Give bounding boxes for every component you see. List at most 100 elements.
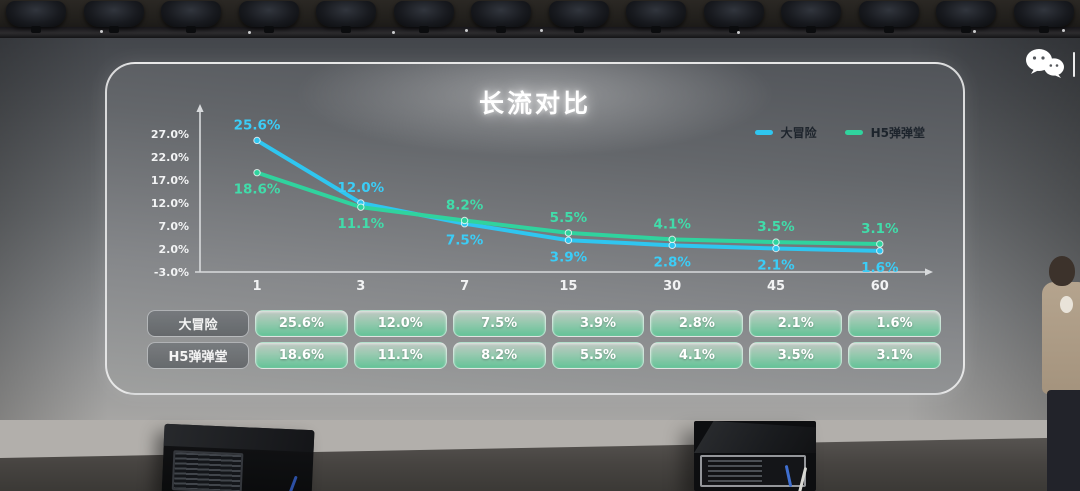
y-axis-tick: 12.0% xyxy=(151,197,189,210)
y-axis-tick: 7.0% xyxy=(158,220,189,233)
table-value-cell: 12.0% xyxy=(353,310,447,337)
data-point-label: 11.1% xyxy=(337,216,384,232)
table-row-label: 大冒险 xyxy=(147,310,249,337)
table-value-cell: 2.8% xyxy=(650,310,744,337)
stage-light-fixture xyxy=(548,1,609,27)
legend-swatch xyxy=(754,130,773,135)
retention-line-chart: 27.0% 22.0% 17.0% 12.0% 7.0% 2.0% -3.0% 1 3 7 15 30… xyxy=(151,104,933,294)
wechat-icon xyxy=(1026,49,1064,78)
data-point xyxy=(772,244,780,253)
presenter-head xyxy=(1049,256,1075,286)
data-point xyxy=(564,229,573,237)
light-glint xyxy=(465,29,468,32)
speaker-grille xyxy=(708,460,762,483)
y-axis-tick: 22.0% xyxy=(151,151,189,164)
data-point xyxy=(460,216,469,225)
speaker-top-face xyxy=(694,421,816,453)
stage-light-fixture xyxy=(781,1,841,27)
data-point-label: 8.2% xyxy=(446,197,484,213)
presenter-hand xyxy=(1060,296,1073,313)
table-value-cell: 25.6% xyxy=(255,310,348,337)
table-value-cell: 11.1% xyxy=(353,342,447,369)
speaker-grille xyxy=(171,450,244,491)
legend-swatch xyxy=(844,130,863,135)
table-row: H5弹弹堂 18.6% 11.1% 8.2% 5.5% 4.1% 3.5% 3.1% xyxy=(147,342,942,369)
presenter-legs xyxy=(1047,390,1080,491)
x-axis-tick: 45 xyxy=(767,279,785,294)
x-axis-tick: 1 xyxy=(252,279,261,294)
y-axis-tick: -3.0% xyxy=(154,266,189,279)
data-point xyxy=(772,238,780,246)
data-point xyxy=(668,235,676,244)
table-value-cell: 4.1% xyxy=(650,342,744,369)
data-point-label: 3.1% xyxy=(861,221,899,237)
data-point xyxy=(253,136,261,145)
stage-light-fixture xyxy=(1013,1,1074,27)
data-point-label: 2.1% xyxy=(757,258,795,274)
data-point xyxy=(564,236,573,244)
table-row: 大冒险 25.6% 12.0% 7.5% 3.9% 2.8% 2.1% 1.6% xyxy=(147,310,942,337)
table-value-cell: 7.5% xyxy=(452,310,546,337)
presenter xyxy=(1040,256,1080,491)
stage-light-fixture xyxy=(626,1,686,27)
light-glint xyxy=(973,30,976,33)
data-point-label: 3.9% xyxy=(550,249,588,265)
data-point-label: 2.8% xyxy=(653,254,691,270)
data-point xyxy=(357,203,365,211)
stage-light-fixture xyxy=(83,1,144,27)
data-point-label: 5.5% xyxy=(550,210,588,226)
table-value-cell: 3.5% xyxy=(749,342,843,369)
light-glint xyxy=(392,31,395,34)
table-row-label: H5弹弹堂 xyxy=(147,342,249,369)
stage-light-fixture xyxy=(393,1,454,27)
stage-light-fixture xyxy=(936,1,996,27)
chart-legend: 大冒险 H5弹弹堂 xyxy=(754,124,925,141)
legend-item-1: H5弹弹堂 xyxy=(844,124,925,141)
legend-label: H5弹弹堂 xyxy=(870,126,925,140)
stage-light-fixture xyxy=(471,1,531,27)
stage-light-fixture xyxy=(858,1,919,27)
x-axis-tick: 15 xyxy=(559,279,577,294)
data-point-label: 25.6% xyxy=(234,117,281,133)
data-point xyxy=(253,168,261,177)
stage-light-fixture xyxy=(6,1,66,27)
data-point-label: 18.6% xyxy=(234,182,281,198)
x-axis-tick: 7 xyxy=(460,279,469,294)
table-value-cell: 3.9% xyxy=(551,310,645,337)
stage-light-fixture xyxy=(703,1,764,27)
light-glint xyxy=(540,29,543,32)
table-value-cell: 18.6% xyxy=(255,342,348,369)
slide-title: 长流对比 xyxy=(478,89,591,118)
divider xyxy=(1073,51,1075,77)
light-glint xyxy=(100,30,103,33)
data-point-label: 12.0% xyxy=(337,180,384,196)
stage-light-fixture xyxy=(161,1,221,27)
y-axis-tick: 27.0% xyxy=(151,128,189,141)
x-axis-tick: 3 xyxy=(356,279,365,294)
data-point xyxy=(876,247,884,255)
data-point-label: 4.1% xyxy=(653,216,691,232)
legend-item-0: 大冒险 xyxy=(754,124,817,141)
table-value-cell: 1.6% xyxy=(848,310,942,337)
stage-monitor-speaker-right xyxy=(694,421,816,491)
light-glint xyxy=(248,31,251,34)
stage-lights-rig xyxy=(0,0,1080,39)
stage-light-fixture xyxy=(316,1,376,27)
y-axis-tick: 17.0% xyxy=(151,174,189,187)
retention-table: 大冒险 25.6% 12.0% 7.5% 3.9% 2.8% 2.1% 1.6% H5弹弹堂 18… xyxy=(147,310,942,369)
slide-panel: 27.0% 22.0% 17.0% 12.0% 7.0% 2.0% -3.0% 1 3 7 15 30… xyxy=(105,62,965,395)
data-point-label: 1.6% xyxy=(861,260,899,276)
legend-label: 大冒险 xyxy=(780,126,817,140)
light-glint xyxy=(1062,29,1065,32)
data-point-label: 7.5% xyxy=(446,233,484,249)
data-point-label: 3.5% xyxy=(757,219,795,235)
table-value-cell: 3.1% xyxy=(848,342,942,369)
stage-light-fixture xyxy=(238,1,299,27)
stage-monitor-speaker-left xyxy=(161,423,315,491)
table-value-cell: 8.2% xyxy=(452,342,546,369)
y-axis-tick: 2.0% xyxy=(158,243,189,256)
light-glint xyxy=(737,31,740,34)
x-axis-tick: 60 xyxy=(871,279,889,294)
data-point xyxy=(876,240,884,248)
